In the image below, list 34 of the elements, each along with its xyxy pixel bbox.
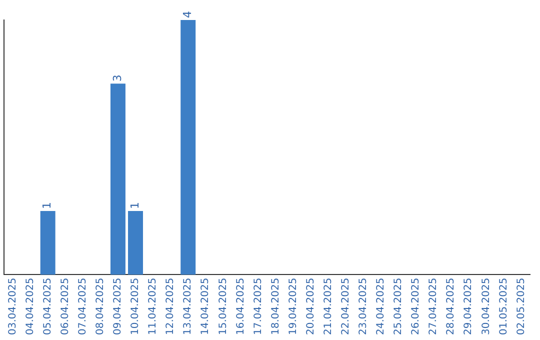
x-tick-label: 29.04.2025: [463, 278, 474, 336]
data-label: 1: [40, 202, 54, 210]
x-tick-label: 17.04.2025: [252, 278, 264, 336]
x-tick-label: 27.04.2025: [428, 278, 440, 336]
x-tick-label: 14.04.2025: [200, 278, 212, 336]
x-tick-label: 05.04.2025: [42, 278, 54, 336]
x-tick-label: 26.04.2025: [410, 278, 422, 336]
x-tick-label: 07.04.2025: [77, 278, 88, 336]
x-tick-label: 03.04.2025: [7, 278, 18, 336]
x-tick-label: 24.04.2025: [376, 278, 387, 336]
x-tick-label: 16.04.2025: [235, 278, 246, 336]
x-tick-label: 18.04.2025: [270, 278, 282, 336]
x-tick-label: 20.04.2025: [305, 278, 316, 336]
x-tick-label: 21.04.2025: [322, 278, 334, 336]
data-label: 4: [180, 11, 194, 18]
x-tick-label: 13.04.2025: [182, 278, 194, 336]
x-tick-label: 30.04.2025: [480, 278, 492, 336]
x-tick-label: 22.04.2025: [340, 278, 352, 336]
x-tick-label: 06.04.2025: [60, 278, 71, 336]
x-tick-label: 04.04.2025: [24, 278, 36, 336]
data-label: 1: [128, 202, 142, 210]
x-tick-label: 23.04.2025: [358, 278, 370, 336]
x-tick-label: 28.04.2025: [446, 278, 457, 336]
x-tick-label: 02.05.2025: [516, 278, 527, 336]
x-tick-label: 19.04.2025: [288, 278, 299, 336]
x-tick-label: 15.04.2025: [218, 278, 229, 336]
x-tick-label: 01.05.2025: [498, 278, 510, 336]
data-label: 3: [110, 74, 124, 82]
x-tick-label: 08.04.2025: [95, 278, 106, 336]
x-tick-label: 25.04.2025: [393, 278, 404, 336]
x-tick-label: 11.04.2025: [148, 278, 159, 336]
x-tick-label: 12.04.2025: [165, 278, 176, 336]
x-tick-label: 09.04.2025: [112, 278, 124, 336]
x-tick-label: 10.04.2025: [130, 278, 142, 336]
